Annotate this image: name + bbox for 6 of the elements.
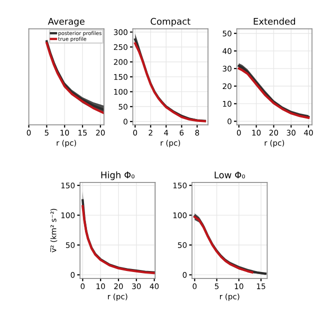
chart-title: Average [48,18,84,27]
chart-title: Low Φ₀ [214,172,245,178]
chart-title: High Φ₀ [101,171,134,180]
chart-title: Extended [254,18,296,25]
chart-title: Compact [150,18,190,27]
line-series [194,216,254,274]
